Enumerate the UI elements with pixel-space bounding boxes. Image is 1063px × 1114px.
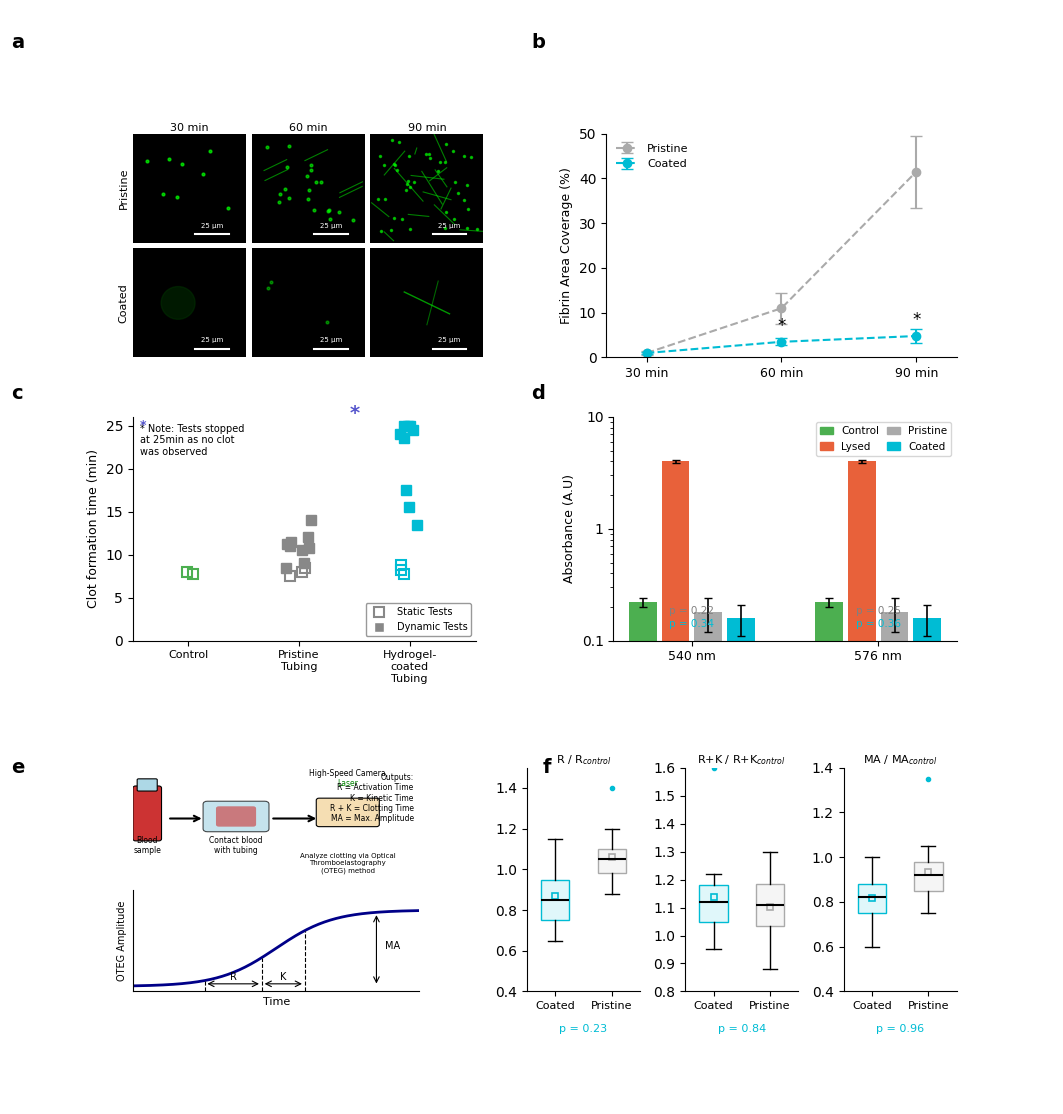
PathPatch shape bbox=[541, 880, 570, 920]
Text: Blood
sample: Blood sample bbox=[133, 836, 162, 856]
FancyBboxPatch shape bbox=[137, 779, 157, 791]
Text: *: * bbox=[139, 419, 151, 432]
Bar bbox=[913, 618, 941, 1114]
Text: *: * bbox=[777, 317, 786, 335]
Text: Contact blood
with tubing: Contact blood with tubing bbox=[209, 836, 263, 856]
Circle shape bbox=[162, 286, 196, 320]
FancyBboxPatch shape bbox=[133, 786, 162, 841]
FancyBboxPatch shape bbox=[216, 807, 256, 827]
Text: c: c bbox=[11, 384, 22, 403]
Text: Outputs:
R = Activation Time
K = Kinetic Time
R + K = Clotting Time
MA = Max. Am: Outputs: R = Activation Time K = Kinetic… bbox=[330, 773, 414, 823]
Text: 25 μm: 25 μm bbox=[320, 338, 342, 343]
PathPatch shape bbox=[914, 861, 943, 891]
Bar bbox=[727, 618, 755, 1114]
Text: K: K bbox=[281, 973, 287, 983]
Bar bbox=[848, 461, 876, 1114]
Text: MA: MA bbox=[385, 941, 400, 951]
Text: *: * bbox=[350, 404, 359, 423]
X-axis label: Time: Time bbox=[263, 997, 290, 1007]
PathPatch shape bbox=[597, 849, 626, 873]
Title: MA / MA$_{control}$: MA / MA$_{control}$ bbox=[863, 753, 938, 768]
Text: p = 0.84: p = 0.84 bbox=[718, 1024, 766, 1034]
Text: High-Speed Camera: High-Speed Camera bbox=[309, 769, 386, 778]
Text: a: a bbox=[11, 33, 23, 52]
Bar bbox=[694, 613, 722, 1114]
Y-axis label: Absorbance (A.U): Absorbance (A.U) bbox=[563, 475, 576, 584]
Text: p = 0.25: p = 0.25 bbox=[856, 606, 900, 616]
Y-axis label: Pristine: Pristine bbox=[119, 167, 129, 209]
Text: 25 μm: 25 μm bbox=[320, 223, 342, 228]
Text: e: e bbox=[11, 758, 24, 776]
Text: Analyze clotting via Optical
Thromboelastography
(OTEG) method: Analyze clotting via Optical Thromboelas… bbox=[300, 853, 395, 873]
Text: b: b bbox=[532, 33, 545, 52]
Legend: Pristine, Coated: Pristine, Coated bbox=[611, 139, 693, 174]
Text: p = 0.23: p = 0.23 bbox=[559, 1024, 607, 1034]
Title: 60 min: 60 min bbox=[289, 123, 327, 133]
Y-axis label: Fibrin Area Coverage (%): Fibrin Area Coverage (%) bbox=[560, 167, 573, 324]
Text: f: f bbox=[542, 758, 551, 776]
PathPatch shape bbox=[699, 886, 728, 921]
Bar bbox=[629, 603, 657, 1114]
Text: p = 0.96: p = 0.96 bbox=[876, 1024, 924, 1034]
Legend: Control, Lysed, Pristine, Coated: Control, Lysed, Pristine, Coated bbox=[816, 422, 951, 456]
FancyBboxPatch shape bbox=[317, 798, 379, 827]
Text: R: R bbox=[230, 973, 237, 983]
Legend: Static Tests, Dynamic Tests: Static Tests, Dynamic Tests bbox=[366, 604, 471, 636]
Text: d: d bbox=[532, 384, 545, 403]
Y-axis label: Coated: Coated bbox=[119, 283, 129, 323]
Y-axis label: Clot formation time (min): Clot formation time (min) bbox=[87, 449, 100, 608]
Y-axis label: OTEG Amplitude: OTEG Amplitude bbox=[117, 900, 128, 980]
Text: 25 μm: 25 μm bbox=[438, 338, 460, 343]
PathPatch shape bbox=[756, 883, 784, 927]
Title: R / R$_{control}$: R / R$_{control}$ bbox=[556, 753, 611, 768]
PathPatch shape bbox=[858, 885, 885, 913]
Text: Laser: Laser bbox=[337, 779, 358, 788]
Text: *: * bbox=[912, 311, 921, 330]
Bar bbox=[661, 461, 690, 1114]
Text: p = 0.22: p = 0.22 bbox=[670, 606, 714, 616]
Text: 25 μm: 25 μm bbox=[201, 223, 223, 228]
Text: p = 0.36: p = 0.36 bbox=[856, 619, 900, 629]
Title: 90 min: 90 min bbox=[407, 123, 446, 133]
Bar bbox=[881, 613, 909, 1114]
Title: R+K / R+K$_{control}$: R+K / R+K$_{control}$ bbox=[697, 753, 787, 768]
Title: 30 min: 30 min bbox=[170, 123, 208, 133]
Bar bbox=[815, 603, 843, 1114]
Text: p = 0.34: p = 0.34 bbox=[670, 619, 714, 629]
Text: 25 μm: 25 μm bbox=[438, 223, 460, 228]
Text: * Note: Tests stopped
at 25min as no clot
was observed: * Note: Tests stopped at 25min as no clo… bbox=[139, 423, 244, 457]
Text: 25 μm: 25 μm bbox=[201, 338, 223, 343]
FancyBboxPatch shape bbox=[203, 801, 269, 832]
